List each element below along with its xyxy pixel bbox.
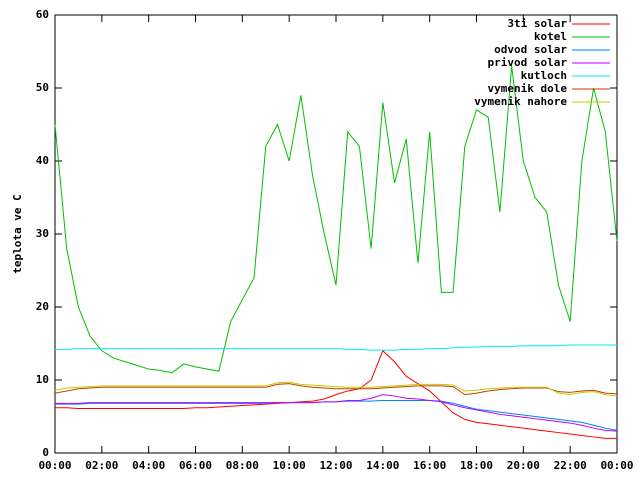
y-tick-label: 40 [36,154,49,167]
x-tick-label: 02:00 [85,459,118,472]
y-tick-label: 50 [36,81,49,94]
x-tick-label: 16:00 [413,459,446,472]
x-tick-label: 08:00 [226,459,259,472]
legend-label: kotel [534,30,567,43]
x-tick-label: 00:00 [600,459,633,472]
x-tick-label: 10:00 [273,459,306,472]
y-axis-label: teplota ve C [11,194,24,273]
x-tick-label: 18:00 [460,459,493,472]
series-line [54,381,618,397]
y-tick-label: 60 [36,8,49,21]
series-line [55,399,618,431]
series-line [55,349,617,439]
legend-label: vymenik nahore [474,95,567,108]
y-tick-label: 30 [36,227,49,240]
x-tick-label: 22:00 [554,459,587,472]
legend-label: privod solar [488,56,568,69]
series-line [55,344,617,351]
series-line [54,66,618,374]
x-tick-label: 12:00 [319,459,352,472]
x-tick-label: 20:00 [507,459,540,472]
x-tick-label: 06:00 [179,459,212,472]
legend-label: kutloch [521,69,567,82]
x-tick-label: 14:00 [366,459,399,472]
y-tick-label: 0 [42,446,49,459]
y-tick-label: 20 [36,300,49,313]
series-line [55,394,618,432]
y-tick-label: 10 [36,373,49,386]
x-tick-label: 00:00 [38,459,71,472]
legend-label: odvod solar [494,43,567,56]
legend-label: 3ti solar [507,17,567,30]
x-tick-label: 04:00 [132,459,165,472]
series-line [54,383,618,396]
legend-label: vymenik dole [488,82,568,95]
